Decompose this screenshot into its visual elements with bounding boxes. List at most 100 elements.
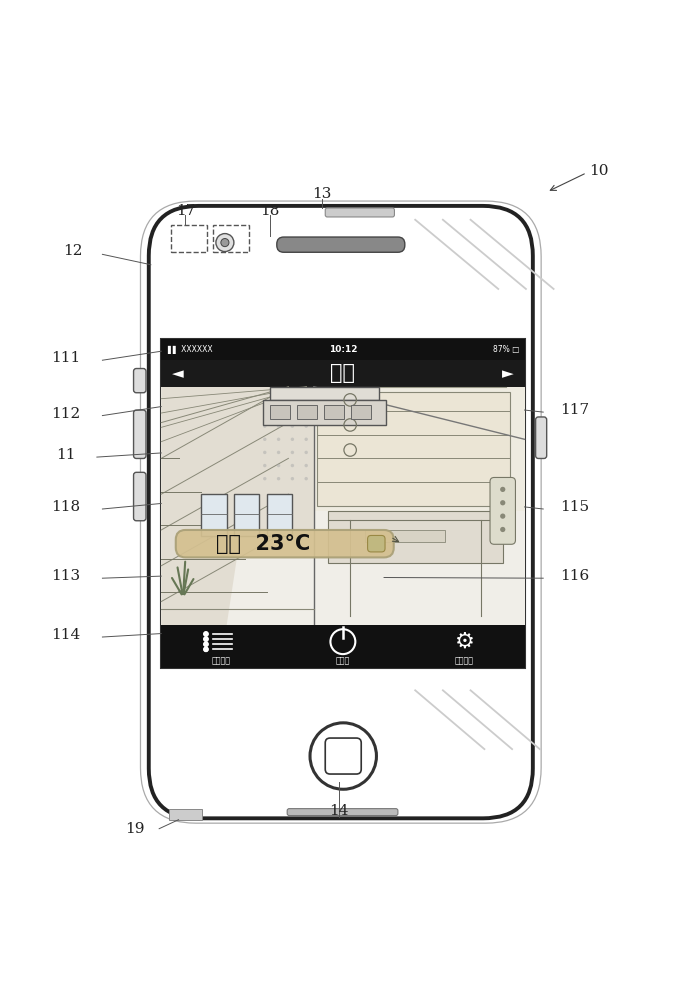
Circle shape — [304, 424, 308, 428]
Circle shape — [263, 464, 266, 467]
Text: 18: 18 — [260, 204, 280, 218]
Circle shape — [291, 438, 294, 441]
Circle shape — [203, 641, 209, 647]
Circle shape — [203, 631, 209, 637]
Circle shape — [263, 424, 266, 428]
Text: 115: 115 — [560, 500, 589, 514]
Bar — [297, 405, 317, 419]
Text: 117: 117 — [560, 403, 589, 417]
Bar — [266, 494, 292, 536]
Text: 客厅: 客厅 — [330, 363, 356, 383]
Circle shape — [203, 647, 209, 652]
Circle shape — [304, 451, 308, 454]
Circle shape — [360, 438, 363, 441]
Circle shape — [500, 500, 505, 505]
Circle shape — [304, 464, 308, 467]
FancyBboxPatch shape — [536, 417, 547, 458]
Circle shape — [263, 451, 266, 454]
Text: 10:12: 10:12 — [329, 345, 357, 354]
Circle shape — [346, 451, 349, 454]
Text: 118: 118 — [51, 500, 80, 514]
Bar — [161, 387, 525, 625]
FancyBboxPatch shape — [134, 369, 146, 393]
Circle shape — [263, 438, 266, 441]
Text: 其他设定: 其他设定 — [455, 656, 474, 665]
Text: 其他功能: 其他功能 — [212, 656, 230, 665]
Polygon shape — [161, 387, 313, 625]
Text: ▌▌ XXXXXX: ▌▌ XXXXXX — [167, 345, 212, 354]
Circle shape — [203, 641, 209, 647]
Circle shape — [374, 424, 377, 428]
Circle shape — [374, 438, 377, 441]
Circle shape — [203, 647, 209, 652]
Text: 17: 17 — [176, 204, 195, 218]
Circle shape — [221, 239, 229, 247]
Bar — [351, 405, 371, 419]
Bar — [169, 809, 202, 820]
Text: ►: ► — [502, 366, 514, 381]
Circle shape — [332, 438, 336, 441]
Circle shape — [346, 477, 349, 480]
Text: 113: 113 — [51, 569, 80, 583]
Circle shape — [318, 451, 322, 454]
Circle shape — [374, 451, 377, 454]
Circle shape — [500, 527, 505, 532]
Circle shape — [277, 438, 280, 441]
Circle shape — [291, 464, 294, 467]
Bar — [313, 387, 525, 511]
Circle shape — [346, 424, 349, 428]
Circle shape — [318, 424, 322, 428]
FancyBboxPatch shape — [287, 809, 398, 816]
Text: 13: 13 — [312, 187, 331, 201]
FancyBboxPatch shape — [367, 535, 385, 552]
Circle shape — [277, 477, 280, 480]
Circle shape — [277, 424, 280, 428]
Bar — [161, 339, 525, 360]
Circle shape — [374, 477, 377, 480]
Circle shape — [360, 464, 363, 467]
Circle shape — [318, 477, 322, 480]
FancyBboxPatch shape — [134, 410, 146, 458]
Text: 19: 19 — [125, 822, 145, 836]
FancyBboxPatch shape — [176, 530, 394, 557]
Bar — [161, 339, 525, 668]
Circle shape — [360, 451, 363, 454]
Circle shape — [360, 477, 363, 480]
Circle shape — [291, 451, 294, 454]
Bar — [263, 400, 386, 425]
Circle shape — [304, 477, 308, 480]
Circle shape — [332, 464, 336, 467]
Text: 14: 14 — [329, 804, 349, 818]
Circle shape — [203, 636, 209, 642]
Text: 12: 12 — [63, 244, 82, 258]
Circle shape — [277, 451, 280, 454]
Text: 11: 11 — [56, 448, 75, 462]
Text: 116: 116 — [560, 569, 589, 583]
Circle shape — [216, 234, 234, 252]
Circle shape — [500, 487, 505, 492]
Circle shape — [291, 477, 294, 480]
Bar — [201, 494, 227, 536]
Bar — [171, 225, 207, 252]
Bar — [365, 530, 445, 542]
Text: 10: 10 — [589, 164, 608, 178]
Circle shape — [332, 424, 336, 428]
Bar — [270, 387, 379, 400]
Text: 87% □: 87% □ — [493, 345, 519, 354]
Bar — [213, 225, 249, 252]
Bar — [324, 405, 344, 419]
Circle shape — [203, 631, 209, 637]
Circle shape — [346, 438, 349, 441]
Text: 111: 111 — [51, 351, 80, 365]
Circle shape — [304, 438, 308, 441]
Circle shape — [374, 464, 377, 467]
Circle shape — [500, 514, 505, 519]
Text: 定时器: 定时器 — [336, 656, 350, 665]
Text: 供暖  23°C: 供暖 23°C — [216, 534, 310, 554]
Circle shape — [310, 723, 376, 789]
FancyBboxPatch shape — [277, 237, 405, 252]
FancyBboxPatch shape — [149, 206, 533, 818]
Circle shape — [332, 477, 336, 480]
FancyBboxPatch shape — [325, 208, 394, 217]
Circle shape — [346, 464, 349, 467]
